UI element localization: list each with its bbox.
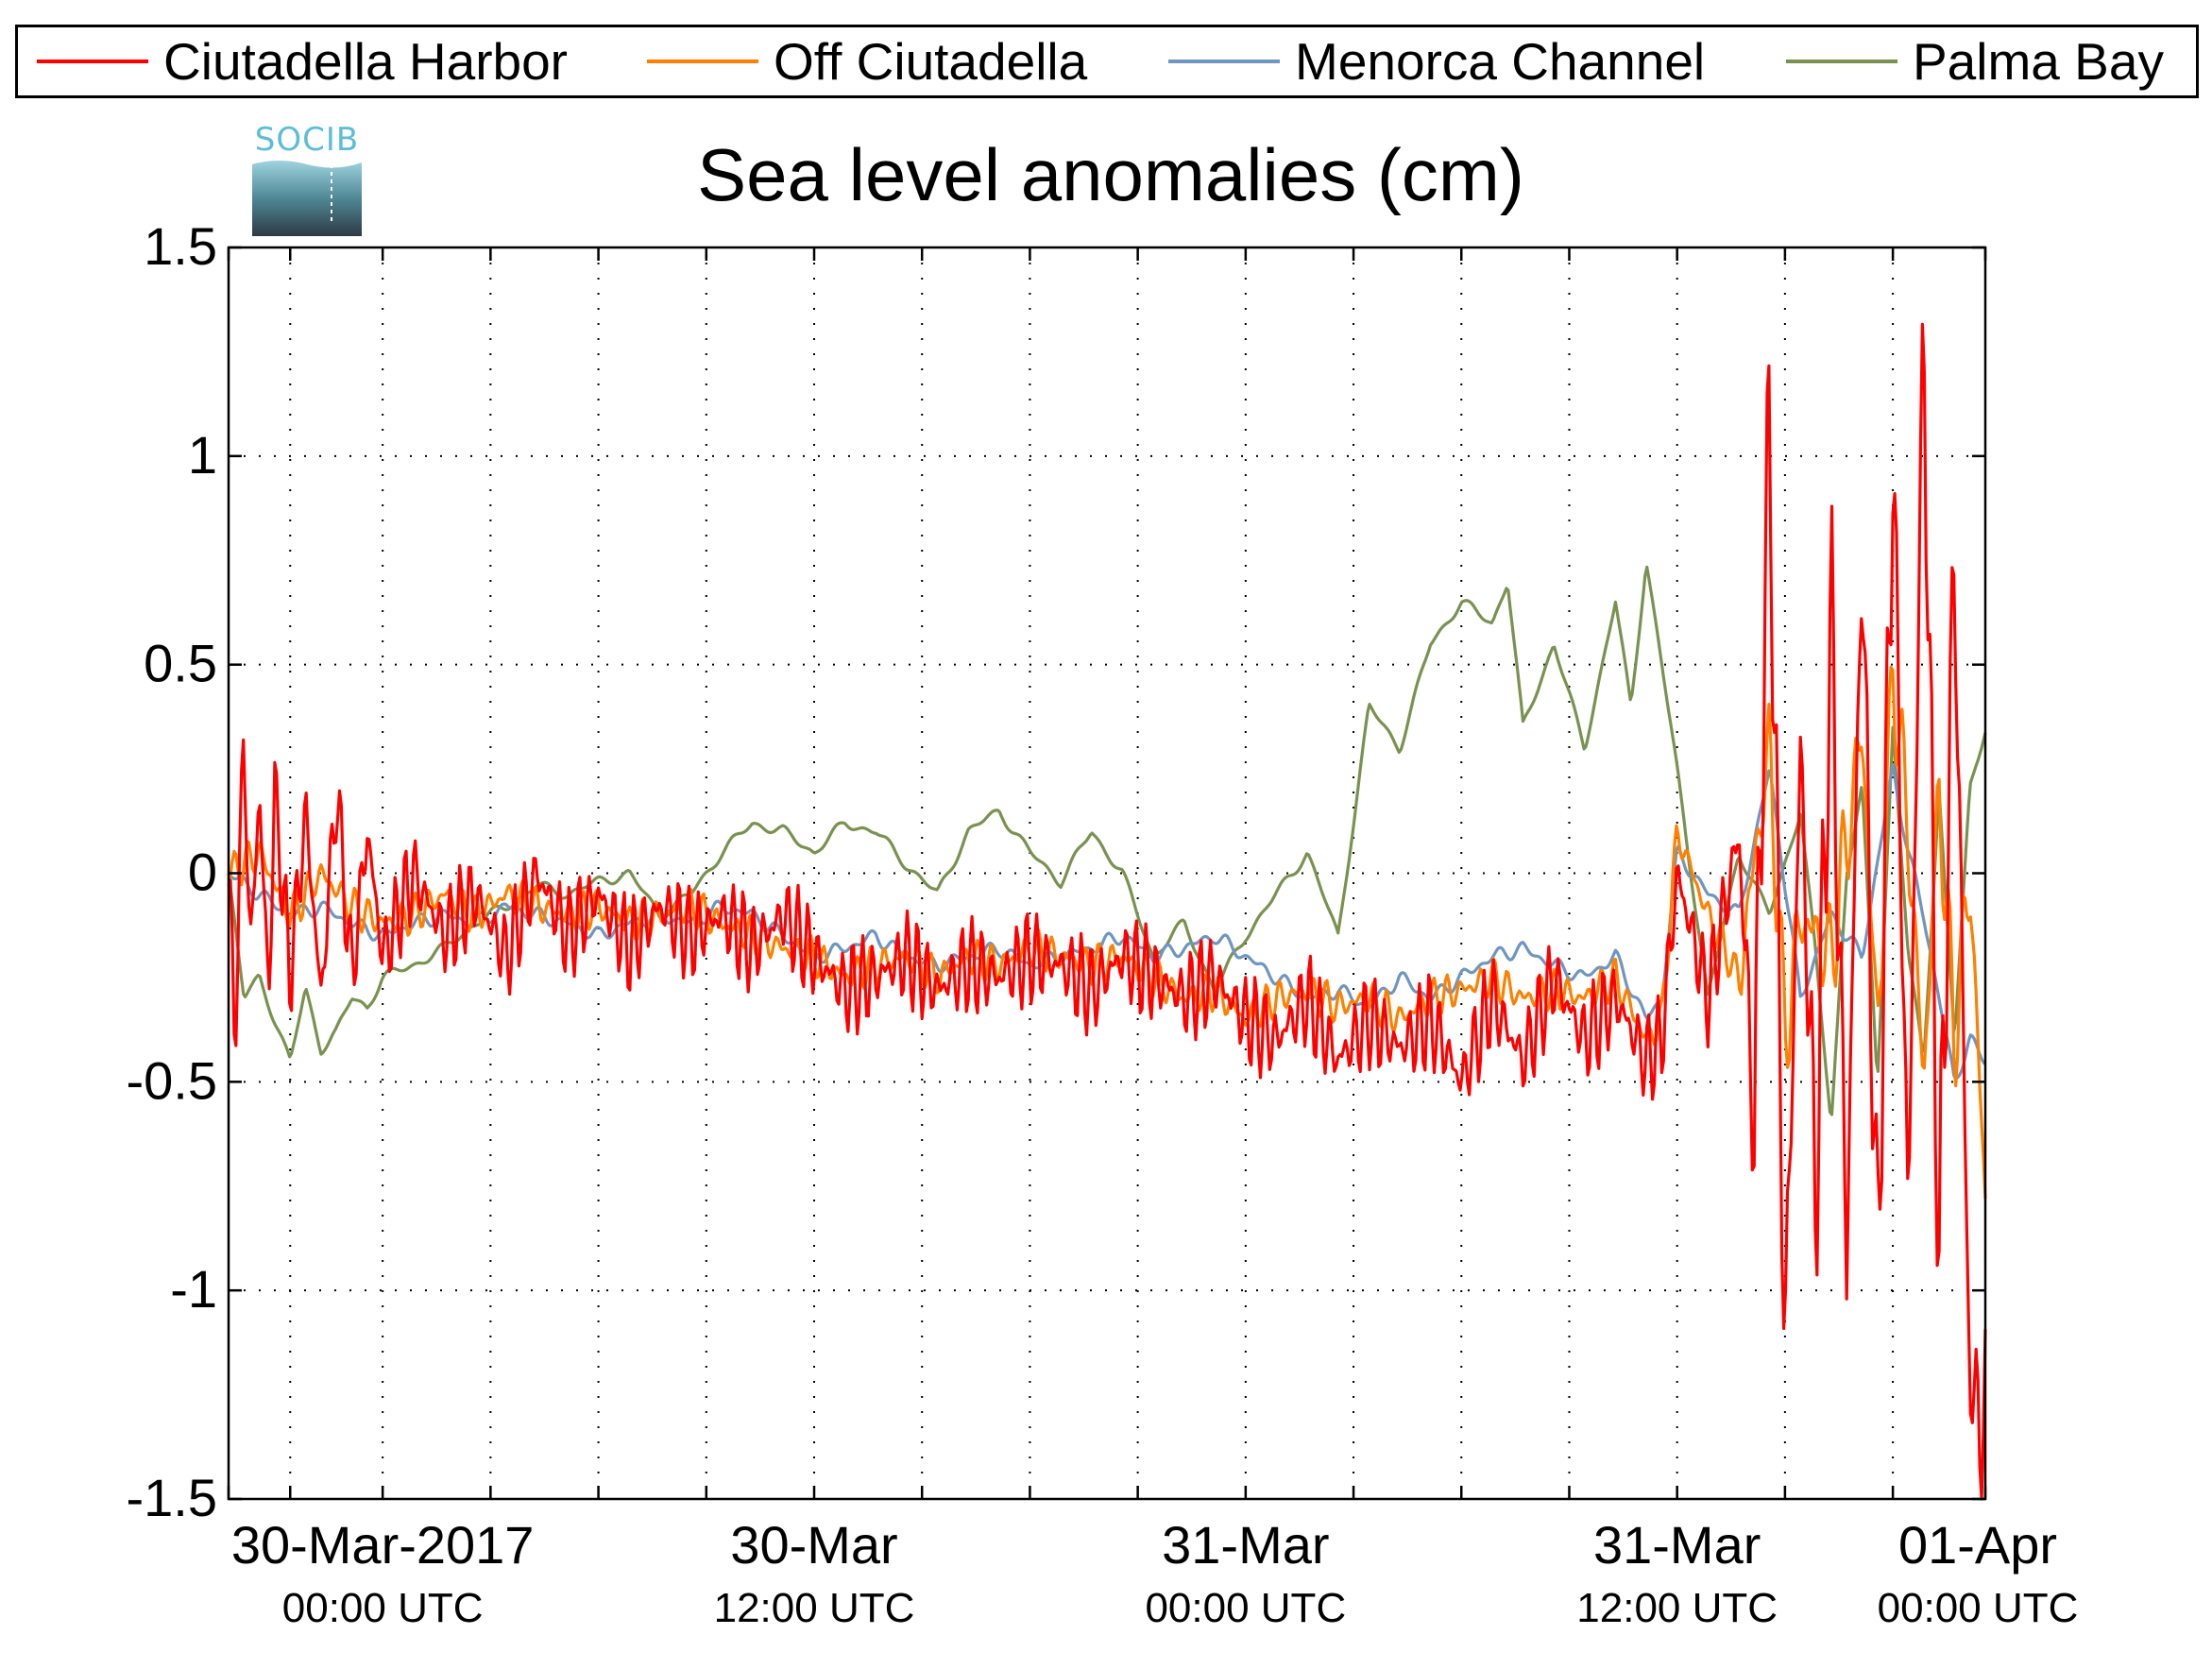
- logo-graphic: [252, 161, 362, 236]
- y-tick-label: 1: [188, 425, 217, 485]
- x-tick-label-date: 31-Mar: [1593, 1515, 1761, 1575]
- grid-lines: [229, 247, 1985, 1499]
- series-line-palma-bay: [227, 565, 1987, 1116]
- x-tick-label-date: 01-Apr: [1898, 1515, 2057, 1575]
- axis-ticks: [227, 246, 1987, 1501]
- y-tick-label: -0.5: [127, 1050, 218, 1110]
- legend-item-off-ciutadella: Off Ciutadella: [647, 27, 1087, 95]
- y-tick-label: 1.5: [144, 216, 217, 276]
- legend-label: Menorca Channel: [1295, 32, 1706, 91]
- legend-item-palma-bay: Palma Bay: [1786, 27, 2164, 95]
- legend-item-menorca-channel: Menorca Channel: [1168, 27, 1705, 95]
- legend-item-ciutadella-harbor: Ciutadella Harbor: [37, 27, 568, 95]
- y-tick-label: -1: [170, 1259, 217, 1319]
- legend-label: Ciutadella Harbor: [163, 32, 568, 91]
- x-tick-label-date: 30-Mar-2017: [231, 1515, 535, 1575]
- chart-title: Sea level anomalies (cm): [697, 133, 1524, 216]
- legend-label: Palma Bay: [1913, 32, 2164, 91]
- socib-logo: SOCIB: [250, 121, 364, 236]
- logo-text: SOCIB: [254, 121, 360, 159]
- legend-swatch: [37, 60, 148, 63]
- y-tick-label: 0: [188, 843, 217, 902]
- series-line-ciutadella-harbor: [228, 322, 1987, 1501]
- legend-swatch: [647, 60, 758, 63]
- y-axis-tick-labels: 1.5 1 0.5 0 -0.5 -1 -1.5: [127, 216, 218, 1527]
- legend-label: Off Ciutadella: [774, 32, 1088, 91]
- x-tick-label-time: 00:00 UTC: [282, 1585, 484, 1631]
- x-axis-tick-labels: 30-Mar-2017 00:00 UTC 30-Mar 12:00 UTC 31-Ma…: [231, 1515, 2079, 1631]
- legend-swatch: [1168, 60, 1280, 63]
- x-tick-label-time: 12:00 UTC: [1576, 1585, 1778, 1631]
- x-tick-label-time: 00:00 UTC: [1878, 1585, 2079, 1631]
- legend-swatch: [1786, 60, 1897, 63]
- legend: Ciutadella Harbor Off Ciutadella Menorca…: [15, 25, 2199, 98]
- x-tick-label-date: 30-Mar: [730, 1515, 897, 1575]
- x-tick-label-date: 31-Mar: [1162, 1515, 1329, 1575]
- series-lines: [227, 322, 1987, 1501]
- y-tick-label: -1.5: [127, 1468, 218, 1527]
- x-tick-label-time: 00:00 UTC: [1145, 1585, 1346, 1631]
- x-tick-label-time: 12:00 UTC: [714, 1585, 915, 1631]
- y-tick-label: 0.5: [144, 634, 217, 693]
